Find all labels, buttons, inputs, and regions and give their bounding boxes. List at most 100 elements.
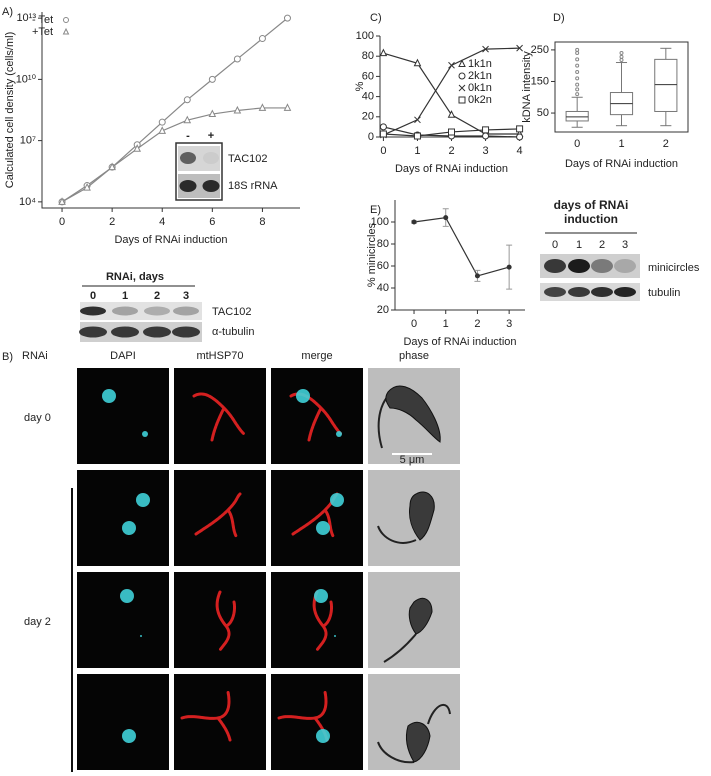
micrograph [77,572,169,668]
marker [83,182,91,191]
nucleus [102,389,116,403]
marker [516,44,523,52]
panel-label: B) [2,351,13,363]
x-tick-label: 2 [663,138,669,150]
lane-label: - [186,130,190,142]
cell-body [409,491,435,541]
nucleus [122,729,136,743]
outlier [619,54,624,59]
lane-label: 3 [183,290,189,302]
band [591,287,613,297]
marker [283,103,292,111]
band [144,306,170,316]
lane-label: 0 [552,239,558,251]
band-label: tubulin [648,287,680,299]
band [202,180,220,192]
marker [258,35,266,42]
cell-tail [377,525,417,544]
x-tick-label: 4 [517,145,523,157]
cell-body [385,385,441,443]
marker [233,105,242,114]
legend-marker [458,59,466,67]
micrograph [174,470,266,566]
micrograph [368,572,460,668]
axes [379,36,523,138]
marker [413,58,422,67]
y-tick-label: 10¹⁰ [16,73,37,85]
marker [411,219,417,225]
cell-tail [383,633,417,663]
line [383,47,520,136]
marker [133,144,141,152]
column-header: DAPI [110,350,136,362]
column-header: RNAi [22,350,48,362]
y-axis-label: % [354,81,366,91]
line [61,107,288,203]
band-label: 18S rRNA [228,180,278,192]
panel-label: C) [370,12,382,24]
marker [208,109,217,118]
band [179,180,197,192]
y-tick-label: 10⁷ [20,135,36,147]
lane-label: + [208,130,214,142]
micrograph-bg [271,572,363,668]
panel-label: D) [553,12,565,24]
legend-marker [458,96,466,104]
micrograph [271,368,363,464]
band [544,259,566,273]
y-tick-label: 50 [537,107,549,119]
marker [108,162,116,171]
x-tick-label: 3 [482,145,488,157]
marker [516,133,524,141]
band-label: minicircles [648,262,700,274]
band-label: TAC102 [228,153,268,165]
x-tick-label: 4 [159,216,165,228]
band [568,287,590,297]
y-tick-label: 80 [377,238,389,250]
y-tick-label: 80 [362,50,374,62]
y-tick-label: 100 [371,216,389,228]
marker [482,132,490,140]
y-tick-label: 100 [356,30,374,42]
marker [379,48,388,57]
marker [448,61,455,69]
column-header: phase [399,350,429,362]
band [591,259,613,273]
marker [183,96,191,104]
marker [233,55,241,63]
marker [379,123,387,131]
x-tick-label: 1 [414,145,420,157]
legend-marker [62,27,70,35]
band [614,287,636,297]
micrograph [174,674,266,770]
marker [283,14,291,22]
nucleus [136,493,150,507]
marker [158,126,167,134]
marker [58,197,66,205]
band [203,152,219,164]
lane-label: 0 [90,290,96,302]
band [80,306,106,316]
blot-title: RNAi, days [106,271,164,283]
band [173,306,199,316]
mitochondria [192,392,246,442]
marker [516,125,524,133]
micrograph-bg [77,674,169,770]
marker [414,116,421,124]
column-header: mtHSP70 [196,350,243,362]
cell-body [408,597,433,635]
marker [183,115,192,124]
band [79,326,107,338]
y-axis-label: Calculated cell density (cells/ml) [4,32,16,189]
blot-row [80,302,202,320]
outlier [575,82,580,87]
nucleus [122,521,136,535]
outlier [575,70,580,74]
mitochondria [312,590,333,652]
nucleus [316,521,330,535]
band-label: α-tubulin [212,326,254,338]
outlier [575,87,580,92]
x-axis-label: Days of RNAi induction [395,163,508,175]
